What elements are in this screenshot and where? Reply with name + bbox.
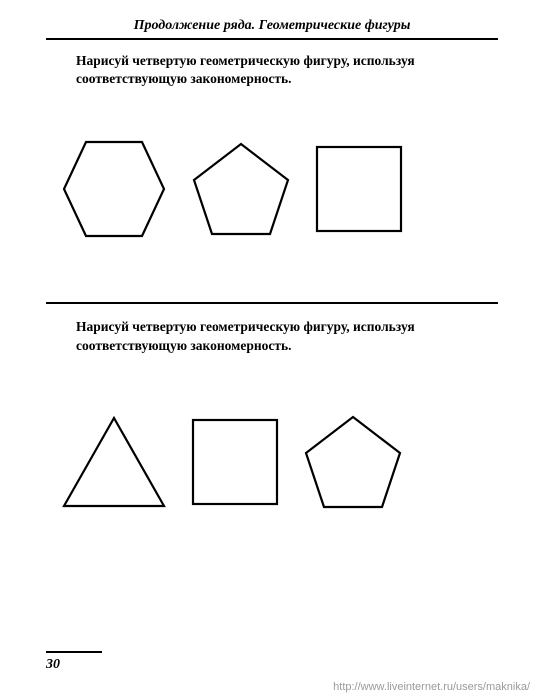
pentagon-icon bbox=[188, 138, 294, 240]
pentagon-icon bbox=[300, 411, 406, 513]
header-rule bbox=[46, 38, 498, 40]
square-icon bbox=[188, 415, 282, 509]
footer-rule bbox=[46, 651, 102, 653]
exercise-1-shapes-row bbox=[58, 136, 544, 242]
triangle-icon bbox=[58, 412, 170, 512]
exercise-1-instruction: Нарисуй четвертую геометрическую фигуру,… bbox=[76, 52, 484, 88]
worksheet-page: Продолжение ряда. Геометрические фигуры … bbox=[0, 0, 544, 699]
exercise-2-instruction: Нарисуй четвертую геометрическую фигуру,… bbox=[76, 318, 484, 354]
watermark-text: http://www.liveinternet.ru/users/maknika… bbox=[333, 681, 530, 693]
hexagon-icon bbox=[58, 136, 170, 242]
square-icon bbox=[312, 142, 406, 236]
exercise-2-shapes-row bbox=[58, 411, 544, 513]
page-number: 30 bbox=[46, 657, 60, 673]
mid-rule bbox=[46, 302, 498, 304]
page-title: Продолжение ряда. Геометрические фигуры bbox=[0, 18, 544, 34]
